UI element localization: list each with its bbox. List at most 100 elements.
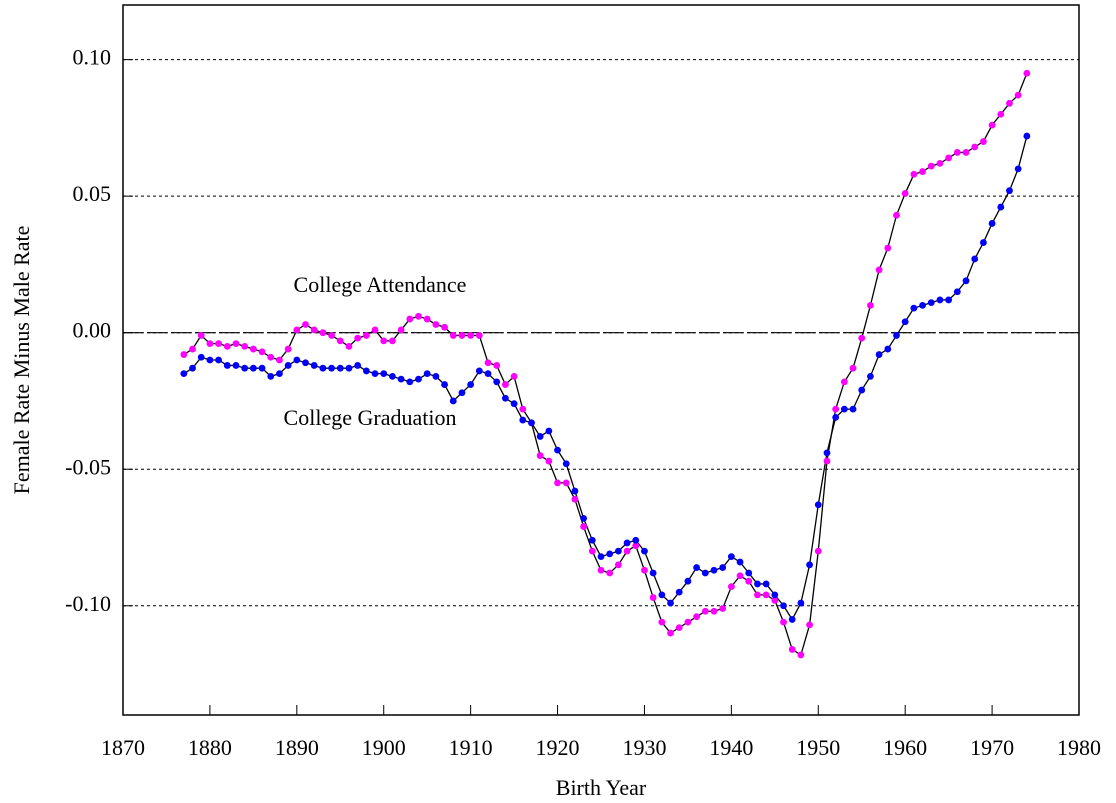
data-point — [580, 514, 588, 522]
data-point — [389, 372, 396, 380]
data-point — [458, 332, 466, 339]
data-point — [867, 372, 874, 380]
y-tick-label: 0.00 — [73, 318, 112, 343]
data-point — [797, 599, 805, 607]
data-point — [919, 301, 926, 309]
data-point — [389, 337, 396, 345]
x-tick-label: 1920 — [536, 735, 580, 760]
data-point — [927, 162, 935, 170]
data-point — [849, 405, 857, 413]
data-point — [945, 154, 953, 162]
data-point — [197, 353, 205, 361]
data-point — [980, 239, 987, 246]
data-point — [284, 362, 292, 369]
y-axis-label: Female Rate Minus Male Rate — [9, 226, 34, 495]
data-point — [693, 564, 700, 571]
data-point — [614, 561, 622, 569]
data-point — [458, 389, 466, 397]
data-point — [884, 244, 892, 252]
data-point — [910, 170, 918, 178]
data-point — [310, 362, 318, 369]
data-point — [554, 479, 561, 487]
data-point — [606, 569, 614, 577]
data-point — [745, 569, 753, 577]
data-point — [1006, 99, 1013, 107]
data-point — [336, 337, 344, 345]
data-point — [580, 523, 588, 530]
data-point — [980, 138, 987, 145]
data-point — [545, 427, 553, 435]
data-point — [693, 613, 700, 621]
data-point — [606, 550, 614, 558]
data-point — [988, 121, 996, 129]
data-point — [380, 370, 388, 378]
data-point — [215, 340, 223, 348]
data-point — [180, 351, 188, 358]
data-point — [953, 149, 961, 156]
data-point — [319, 364, 327, 372]
data-point — [632, 542, 640, 550]
data-point — [449, 397, 457, 405]
data-point — [197, 332, 205, 339]
annotation: College Graduation — [284, 405, 457, 430]
data-point — [884, 345, 892, 353]
data-point — [840, 405, 848, 413]
data-point — [302, 321, 309, 328]
data-point — [936, 296, 944, 304]
data-point — [945, 296, 953, 304]
data-point — [258, 364, 266, 372]
data-point — [354, 334, 362, 342]
x-axis-label: Birth Year — [556, 775, 647, 800]
data-point — [675, 588, 683, 596]
data-point — [432, 372, 440, 380]
x-tick-label: 1900 — [362, 735, 406, 760]
data-point — [475, 332, 483, 339]
x-tick-label: 1950 — [796, 735, 840, 760]
data-point — [284, 345, 292, 353]
data-point — [762, 580, 770, 588]
data-point — [328, 332, 335, 339]
data-point — [754, 580, 761, 588]
data-point — [649, 594, 657, 601]
data-point — [641, 547, 648, 555]
data-point — [319, 329, 327, 337]
data-point — [814, 501, 822, 509]
data-point — [710, 607, 718, 615]
data-point — [432, 321, 440, 328]
plot-frame — [122, 4, 1080, 716]
series-line — [183, 135, 1028, 621]
data-point — [754, 591, 761, 599]
data-point — [519, 405, 527, 413]
data-point — [623, 539, 631, 547]
data-point — [806, 621, 813, 629]
data-point — [241, 342, 249, 350]
x-tick-label: 1960 — [883, 735, 927, 760]
data-point — [371, 326, 379, 334]
data-point — [936, 159, 944, 167]
data-point — [997, 203, 1005, 211]
data-point — [241, 364, 249, 372]
data-point — [893, 332, 900, 339]
data-point — [336, 364, 344, 372]
data-point — [397, 326, 405, 334]
data-point — [614, 547, 622, 555]
data-point — [276, 356, 283, 364]
data-point — [519, 416, 527, 424]
data-point — [536, 433, 544, 440]
data-point — [293, 326, 301, 334]
data-point — [467, 332, 475, 339]
data-point — [953, 288, 961, 296]
data-point — [362, 367, 370, 375]
data-point — [180, 370, 188, 378]
data-point — [910, 304, 918, 312]
data-point — [1014, 91, 1022, 99]
data-point — [502, 394, 509, 402]
data-point — [745, 577, 753, 585]
data-point — [562, 460, 570, 468]
data-point — [406, 378, 414, 386]
data-point — [719, 605, 727, 612]
data-point — [554, 446, 561, 454]
data-point — [780, 618, 787, 626]
data-point — [423, 315, 431, 323]
data-point — [771, 591, 779, 599]
